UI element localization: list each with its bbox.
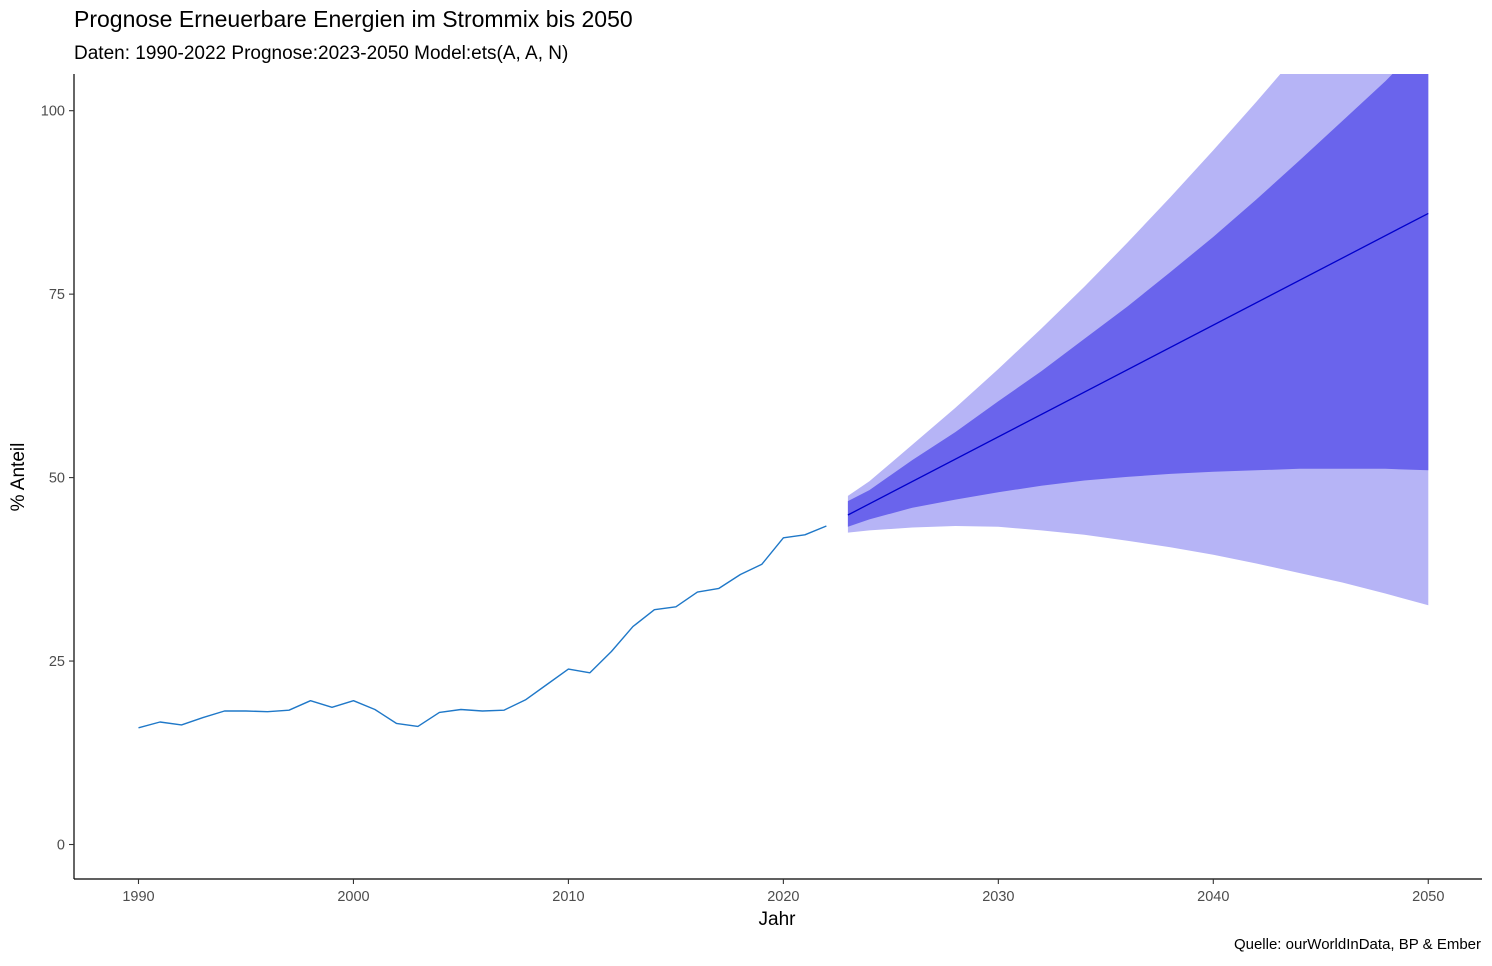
y-axis-title: % Anteil [8,443,29,512]
y-tick-label: 50 [49,471,65,487]
forecast-band-80 [847,74,1429,527]
chart-title: Prognose Erneuerbare Energien im Strommi… [74,6,633,32]
y-tick-label: 25 [49,654,65,670]
x-tick-label: 1990 [122,889,154,905]
plot-area [138,74,1429,729]
y-tick-label: 100 [41,104,65,120]
x-tick-label: 2000 [337,889,369,905]
axes: 1990 2000 2010 2020 2030 2040 2050 0 25 50 75 100 [41,74,1482,905]
chart-caption: Quelle: ourWorldInData, BP & Ember [1233,936,1481,953]
history-line [138,525,827,729]
x-tick-label: 2050 [1412,889,1444,905]
x-tick-label: 2010 [552,889,584,905]
x-tick-label: 2030 [982,889,1014,905]
forecast-line [847,212,1429,516]
y-tick-label: 0 [57,838,65,854]
x-tick-label: 2040 [1197,889,1229,905]
y-tick-label: 75 [49,287,65,303]
x-tick-label: 2020 [767,889,799,905]
chart-subtitle: Daten: 1990-2022 Prognose:2023-2050 Mode… [74,43,569,64]
x-axis-title: Jahr [759,909,797,930]
